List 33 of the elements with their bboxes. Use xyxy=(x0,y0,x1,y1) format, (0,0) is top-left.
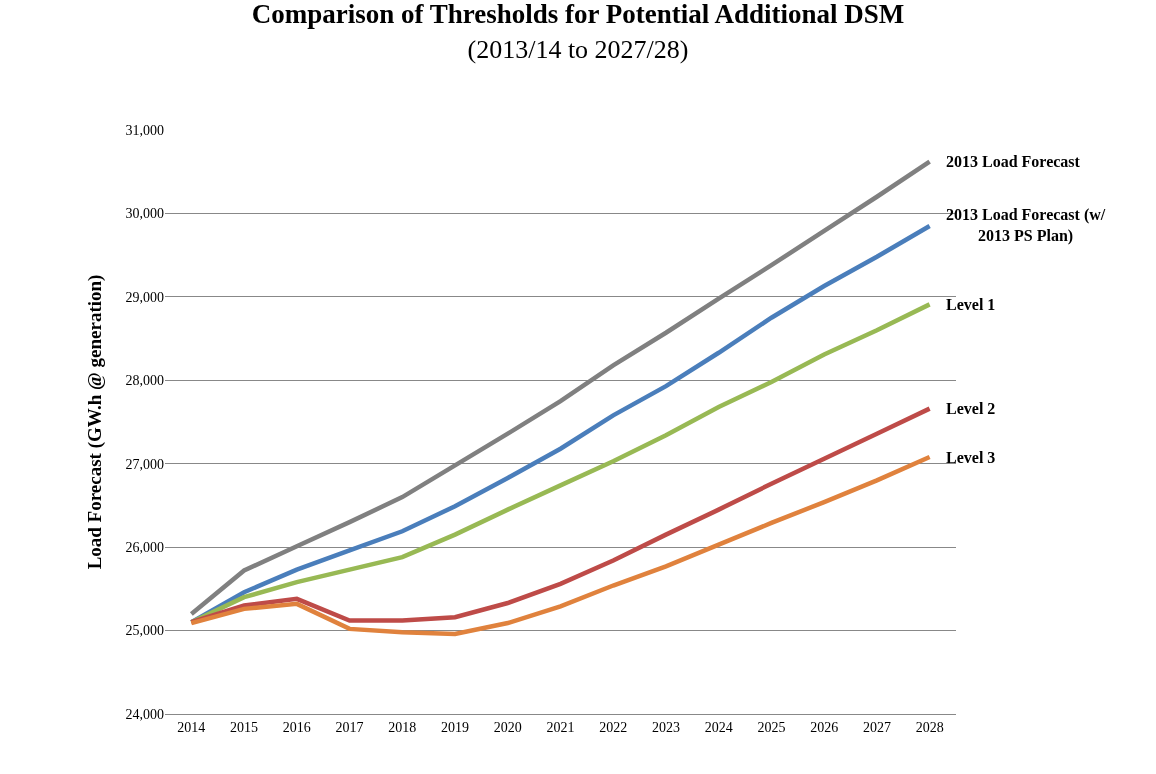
chart-title: Comparison of Thresholds for Potential Additional DSM xyxy=(251,0,905,30)
y-tick-label: 24,000 xyxy=(125,706,164,722)
y-tick-label: 26,000 xyxy=(125,540,164,556)
x-tick-label: 2018 xyxy=(388,719,417,735)
chart-subtitle: (2013/14 to 2027/28) xyxy=(467,35,689,65)
y-tick-label: 31,000 xyxy=(125,122,164,138)
y-axis-title: Load Forecast (GW.h @ generation) xyxy=(84,274,107,570)
x-tick-label: 2026 xyxy=(810,719,839,735)
x-tick-label: 2015 xyxy=(230,719,259,735)
y-tick-label: 29,000 xyxy=(125,289,164,305)
x-tick-label: 2024 xyxy=(704,719,733,735)
y-tick-label: 30,000 xyxy=(125,206,164,222)
x-tick-label: 2017 xyxy=(335,719,364,735)
x-tick-label: 2028 xyxy=(915,719,944,735)
x-tick-label: 2022 xyxy=(599,719,628,735)
x-tick-label: 2023 xyxy=(651,719,680,735)
series-label: Level 2 xyxy=(946,400,996,417)
x-tick-label: 2021 xyxy=(546,719,575,735)
y-tick-label: 27,000 xyxy=(125,456,164,472)
series-label: 2013 Load Forecast (w/ 2013 PS Plan) xyxy=(946,206,1106,245)
y-tick-label: 25,000 xyxy=(125,623,164,639)
x-tick-label: 2020 xyxy=(493,719,522,735)
x-tick-label: 2025 xyxy=(757,719,786,735)
line-series xyxy=(189,406,932,625)
series-label: Level 3 xyxy=(946,449,996,466)
x-tick-label: 2014 xyxy=(177,719,206,735)
x-tick-label: 2019 xyxy=(441,719,470,735)
x-tick-label: 2016 xyxy=(282,719,311,735)
series-label: 2013 Load Forecast xyxy=(946,153,1081,170)
line-series xyxy=(189,454,932,637)
y-tick-label: 28,000 xyxy=(125,373,164,389)
series-label: Level 1 xyxy=(946,296,996,313)
x-tick-label: 2027 xyxy=(862,719,891,735)
